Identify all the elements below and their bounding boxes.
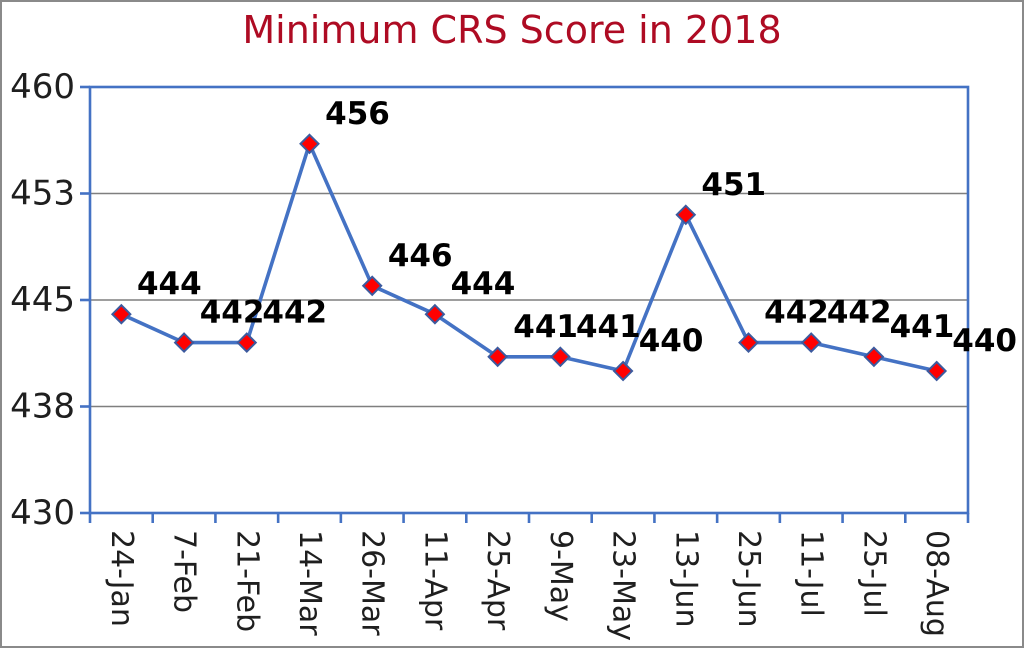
data-label: 441: [890, 309, 955, 345]
data-point-marker: [926, 360, 948, 382]
data-label: 444: [137, 266, 202, 302]
data-label: 440: [639, 323, 704, 359]
data-label: 446: [388, 238, 453, 274]
y-axis-tick-label: 445: [10, 280, 75, 320]
data-point-marker: [361, 275, 383, 297]
data-point-marker: [549, 346, 571, 368]
data-point-marker: [738, 332, 759, 354]
x-axis-tick-label: 23-May: [606, 530, 641, 641]
data-label: 441: [513, 309, 578, 345]
data-point-marker: [612, 360, 634, 382]
x-axis-tick-label: 13-Jun: [668, 530, 703, 628]
data-label: 456: [325, 96, 390, 132]
y-axis-tick-label: 438: [10, 387, 75, 427]
data-label: 442: [827, 295, 892, 331]
data-label: 444: [451, 266, 516, 302]
data-point-marker: [487, 346, 509, 368]
data-point-marker: [800, 332, 822, 354]
data-label: 442: [764, 295, 829, 331]
data-point-marker: [173, 332, 195, 354]
data-label: 441: [576, 309, 641, 345]
y-axis-tick-label: 453: [10, 174, 75, 214]
data-point-marker: [424, 303, 446, 325]
series-line: [119, 142, 939, 373]
x-axis-tick-label: 25-Jul: [856, 530, 891, 617]
data-point-marker: [675, 204, 697, 226]
x-axis-tick-label: 9-May: [543, 530, 578, 622]
chart-title: Minimum CRS Score in 2018: [242, 8, 782, 52]
x-axis-tick-label: 24-Jan: [104, 530, 139, 627]
data-point-marker: [299, 133, 320, 155]
x-axis-tick-label: 08-Aug: [919, 530, 954, 637]
x-axis-tick-label: 14-Mar: [292, 530, 327, 636]
y-axis-tick-label: 430: [10, 493, 75, 533]
x-axis-tick-label: 11-Jul: [794, 530, 829, 617]
x-axis-tick-label: 25-Jun: [731, 530, 766, 628]
data-point-marker: [110, 303, 132, 325]
x-axis-tick-label: 26-Mar: [355, 530, 390, 636]
x-axis-tick-label: 25-Apr: [480, 530, 515, 631]
data-point-marker: [863, 346, 885, 368]
data-label: 451: [701, 167, 766, 203]
x-axis-tick-label: 21-Feb: [229, 530, 264, 632]
data-label: 440: [952, 323, 1017, 359]
data-point-marker: [236, 332, 258, 354]
data-label: 442: [262, 295, 327, 331]
x-axis-tick-label: 7-Feb: [167, 530, 202, 613]
y-axis-tick-label: 460: [10, 67, 75, 107]
data-label: 442: [200, 295, 265, 331]
x-axis-tick-label: 11-Apr: [417, 530, 452, 631]
